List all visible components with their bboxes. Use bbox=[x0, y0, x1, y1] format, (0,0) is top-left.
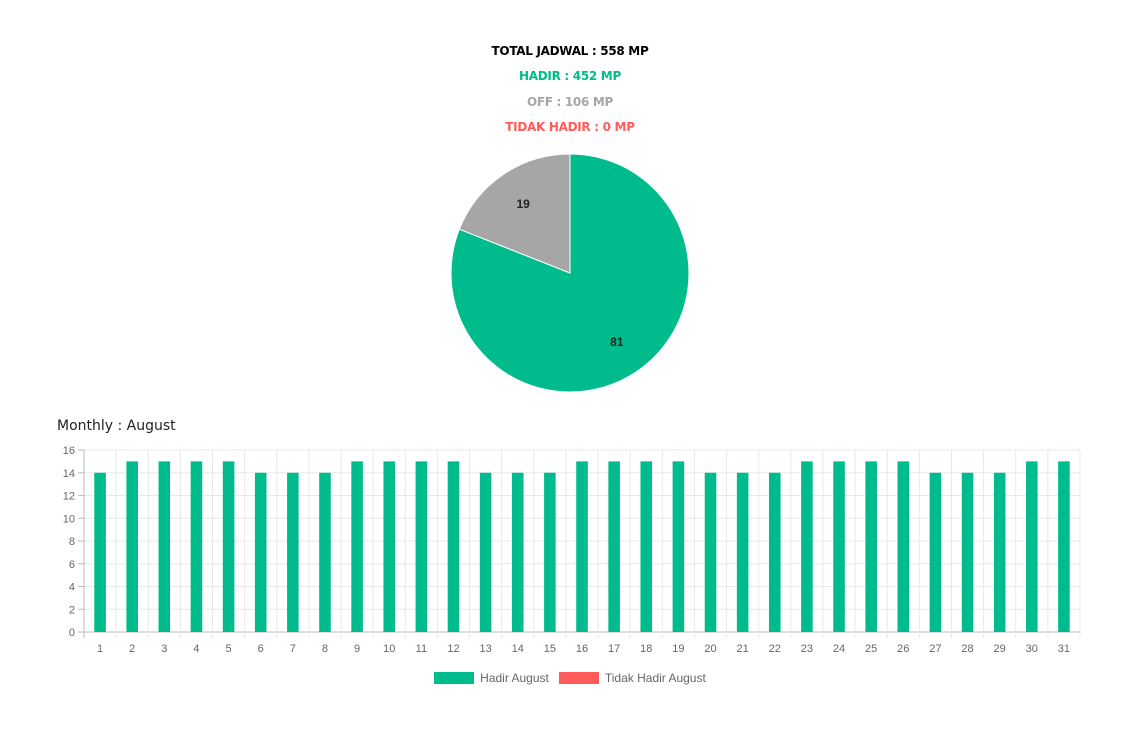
bar[interactable] bbox=[576, 461, 588, 632]
pie-data-label: 81 bbox=[610, 335, 624, 349]
bar[interactable] bbox=[1058, 461, 1070, 632]
bar[interactable] bbox=[511, 472, 524, 632]
bar[interactable] bbox=[319, 472, 331, 632]
x-tick-label: 10 bbox=[383, 643, 395, 655]
legend-item-hadir[interactable]: Hadir August bbox=[434, 671, 549, 685]
x-tick-label: 21 bbox=[737, 643, 749, 655]
x-tick-label: 12 bbox=[447, 643, 459, 655]
summary-hadir: HADIR : 452 MP bbox=[519, 69, 621, 83]
x-tick-label: 7 bbox=[290, 643, 296, 655]
x-tick-label: 17 bbox=[608, 643, 620, 655]
y-tick-label: 16 bbox=[63, 445, 75, 457]
pie-slice[interactable] bbox=[450, 153, 690, 393]
bar[interactable] bbox=[608, 461, 620, 632]
bar[interactable] bbox=[640, 461, 653, 632]
bar[interactable] bbox=[929, 472, 942, 632]
x-tick-label: 16 bbox=[576, 643, 588, 655]
bar[interactable] bbox=[1026, 461, 1038, 632]
bar[interactable] bbox=[447, 461, 460, 632]
bar[interactable] bbox=[287, 472, 299, 632]
bar[interactable] bbox=[704, 472, 717, 632]
x-tick-label: 30 bbox=[1026, 643, 1038, 655]
monthly-chart-title: Monthly : August bbox=[57, 418, 176, 434]
x-tick-label: 23 bbox=[801, 643, 813, 655]
bar[interactable] bbox=[383, 461, 396, 632]
x-tick-label: 5 bbox=[226, 643, 232, 655]
bar[interactable] bbox=[865, 461, 877, 632]
x-tick-label: 29 bbox=[994, 643, 1006, 655]
x-tick-label: 9 bbox=[354, 643, 360, 655]
x-tick-label: 15 bbox=[544, 643, 556, 655]
x-tick-label: 26 bbox=[897, 643, 909, 655]
bar[interactable] bbox=[94, 472, 106, 632]
bar[interactable] bbox=[126, 461, 138, 632]
bar[interactable] bbox=[833, 461, 845, 632]
bar[interactable] bbox=[479, 472, 492, 632]
x-tick-label: 28 bbox=[961, 643, 973, 655]
x-tick-label: 2 bbox=[129, 643, 135, 655]
y-tick-label: 0 bbox=[69, 627, 75, 639]
x-tick-label: 25 bbox=[865, 643, 877, 655]
x-tick-label: 24 bbox=[833, 643, 845, 655]
summary-tidak-hadir: TIDAK HADIR : 0 MP bbox=[505, 120, 635, 134]
x-tick-label: 1 bbox=[97, 643, 103, 655]
y-tick-label: 10 bbox=[63, 513, 75, 525]
x-tick-label: 27 bbox=[929, 643, 941, 655]
y-tick-label: 4 bbox=[69, 582, 75, 594]
attendance-pie-chart: 81 19 bbox=[450, 153, 690, 393]
bar[interactable] bbox=[672, 461, 685, 632]
legend-swatch-tidak-hadir bbox=[558, 672, 599, 684]
legend-swatch-hadir bbox=[434, 672, 475, 684]
bar[interactable] bbox=[190, 461, 203, 632]
x-tick-label: 6 bbox=[258, 643, 264, 655]
bar[interactable] bbox=[801, 461, 813, 632]
y-tick-label: 14 bbox=[63, 468, 75, 480]
bar[interactable] bbox=[768, 472, 781, 632]
summary-total-jadwal: TOTAL JADWAL : 558 MP bbox=[491, 44, 649, 58]
summary-off: OFF : 106 MP bbox=[526, 95, 614, 109]
x-tick-label: 22 bbox=[769, 643, 781, 655]
y-tick-label: 2 bbox=[69, 604, 75, 616]
x-tick-label: 31 bbox=[1058, 643, 1070, 655]
x-tick-label: 14 bbox=[512, 643, 524, 655]
legend-item-tidak-hadir[interactable]: Tidak Hadir August bbox=[558, 671, 706, 685]
bar[interactable] bbox=[351, 461, 363, 632]
bar[interactable] bbox=[736, 472, 749, 632]
bar[interactable] bbox=[544, 472, 556, 632]
bar[interactable] bbox=[897, 461, 910, 632]
bar[interactable] bbox=[961, 472, 974, 632]
pie-slice[interactable] bbox=[458, 153, 571, 274]
bar[interactable] bbox=[158, 461, 171, 632]
bar[interactable] bbox=[993, 472, 1006, 632]
x-tick-label: 3 bbox=[161, 643, 167, 655]
legend-label-tidak-hadir: Tidak Hadir August bbox=[604, 671, 706, 685]
x-tick-label: 11 bbox=[416, 643, 427, 655]
x-tick-label: 20 bbox=[704, 643, 716, 655]
pie-data-label: 19 bbox=[516, 197, 530, 211]
y-tick-label: 8 bbox=[69, 536, 75, 548]
y-tick-label: 12 bbox=[63, 491, 75, 503]
x-tick-label: 19 bbox=[672, 643, 684, 655]
legend-label-hadir: Hadir August bbox=[480, 671, 549, 685]
y-tick-label: 6 bbox=[69, 559, 75, 571]
bar[interactable] bbox=[222, 461, 235, 632]
x-tick-label: 13 bbox=[479, 643, 491, 655]
x-tick-label: 4 bbox=[193, 643, 199, 655]
x-tick-label: 18 bbox=[640, 643, 652, 655]
bar[interactable] bbox=[415, 461, 428, 632]
bar-chart-legend: Hadir August Tidak Hadir August bbox=[0, 671, 1140, 685]
bar[interactable] bbox=[254, 472, 267, 632]
x-tick-label: 8 bbox=[322, 643, 328, 655]
